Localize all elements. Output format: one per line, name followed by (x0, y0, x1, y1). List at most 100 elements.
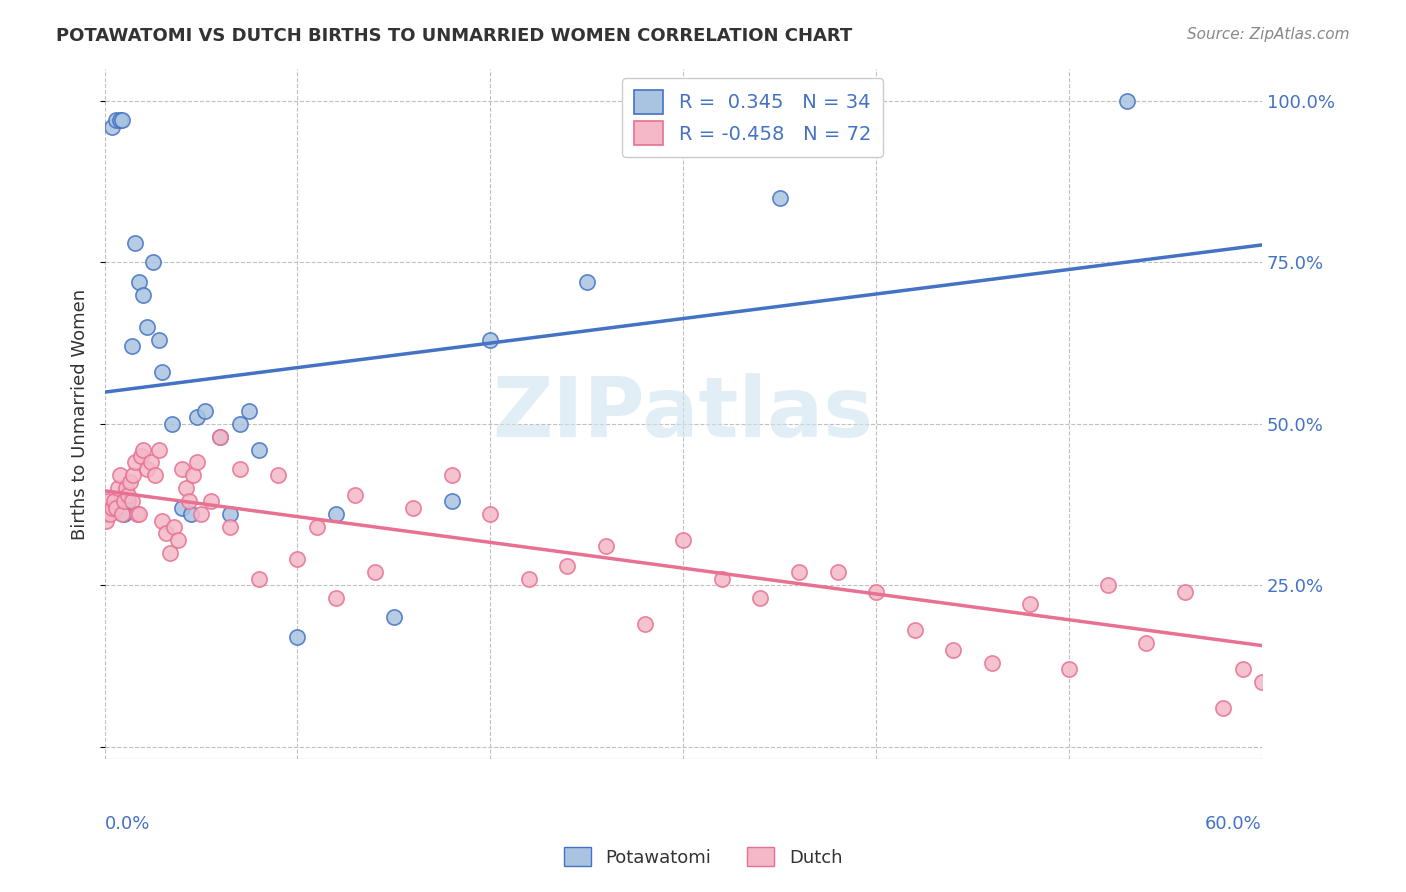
Point (108, 468, 131, 483)
Point (287, 630, 309, 644)
Point (96, 514, 118, 528)
Point (112, 507, 135, 521)
Point (190, 507, 212, 521)
Point (865, 584, 887, 599)
Point (114, 488, 136, 502)
Point (517, 572, 540, 586)
Point (150, 514, 173, 528)
Point (209, 429, 232, 443)
Text: POTAWATOMI VS DUTCH BIRTHS TO UNMARRIED WOMEN CORRELATION CHART: POTAWATOMI VS DUTCH BIRTHS TO UNMARRIED … (56, 27, 852, 45)
Text: 0.0%: 0.0% (104, 814, 150, 833)
Point (170, 500, 193, 515)
Point (166, 533, 188, 547)
Point (363, 565, 385, 579)
Point (1115, 94, 1137, 108)
Point (136, 462, 159, 476)
Point (1251, 675, 1274, 690)
Point (267, 468, 290, 483)
Point (128, 275, 150, 289)
Point (710, 572, 733, 586)
Point (769, 191, 792, 205)
Point (238, 403, 260, 417)
Point (247, 442, 270, 457)
Point (97, 494, 120, 508)
Point (305, 520, 328, 534)
Point (136, 319, 159, 334)
Point (148, 333, 170, 347)
Point (344, 488, 367, 502)
Point (382, 610, 405, 624)
Point (980, 656, 1002, 670)
Point (827, 565, 849, 579)
Point (1232, 662, 1254, 676)
Point (155, 526, 177, 541)
Point (163, 520, 186, 534)
Point (108, 113, 131, 128)
Point (132, 442, 155, 457)
Point (325, 591, 347, 605)
Legend: R =  0.345   N = 34, R = -0.458   N = 72: R = 0.345 N = 34, R = -0.458 N = 72 (623, 78, 883, 157)
Point (159, 546, 181, 560)
Point (129, 449, 152, 463)
Point (749, 591, 772, 605)
Point (124, 455, 146, 469)
Point (180, 507, 202, 521)
Point (98, 507, 121, 521)
Point (1212, 700, 1234, 714)
Point (105, 500, 128, 515)
Point (174, 481, 197, 495)
Legend: Potawatomi, Dutch: Potawatomi, Dutch (557, 840, 849, 874)
Point (142, 255, 165, 269)
Point (247, 572, 270, 586)
Text: 60.0%: 60.0% (1205, 814, 1263, 833)
Point (440, 494, 463, 508)
Point (557, 558, 579, 573)
Point (194, 403, 217, 417)
Point (1097, 578, 1119, 592)
Point (633, 616, 655, 631)
Point (325, 507, 347, 521)
Point (132, 287, 155, 301)
Point (124, 235, 146, 250)
Point (96, 507, 118, 521)
Point (170, 462, 193, 476)
Point (402, 500, 425, 515)
Point (150, 365, 173, 379)
Point (148, 442, 170, 457)
Point (1135, 636, 1157, 650)
Point (219, 507, 242, 521)
Point (127, 507, 149, 521)
Point (105, 113, 128, 128)
Point (121, 494, 143, 508)
Point (160, 417, 183, 431)
Point (1270, 714, 1292, 728)
Point (143, 468, 166, 483)
Point (904, 624, 927, 638)
Point (103, 494, 125, 508)
Point (186, 410, 208, 425)
Point (114, 481, 136, 495)
Point (118, 475, 141, 489)
Point (479, 507, 502, 521)
Point (111, 113, 134, 128)
Text: Source: ZipAtlas.com: Source: ZipAtlas.com (1187, 27, 1350, 42)
Point (672, 533, 695, 547)
Point (122, 468, 145, 483)
Point (111, 507, 134, 521)
Point (107, 481, 129, 495)
Point (181, 468, 204, 483)
Point (128, 507, 150, 521)
Point (287, 552, 309, 566)
Point (942, 642, 965, 657)
Point (186, 455, 208, 469)
Point (1019, 598, 1042, 612)
Point (139, 455, 162, 469)
Point (101, 120, 124, 134)
Point (179, 494, 201, 508)
Point (575, 275, 598, 289)
Point (219, 520, 242, 534)
Point (440, 468, 463, 483)
Point (117, 494, 139, 508)
Point (595, 540, 617, 554)
Point (1174, 584, 1197, 599)
